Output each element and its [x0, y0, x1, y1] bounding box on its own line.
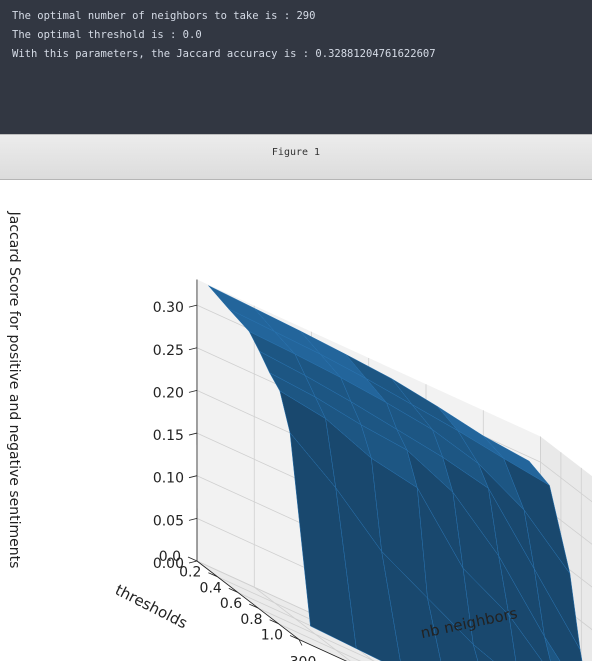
z-tick-label: 0.10 — [153, 471, 184, 487]
z-tick-mark — [188, 475, 198, 479]
console-line: The optimal number of neighbors to take … — [12, 10, 316, 22]
z-tick-label: 0.20 — [153, 385, 184, 401]
y-tick-mark — [249, 603, 259, 609]
z-axis-label: Jaccard Score for positive and negative … — [6, 211, 22, 569]
surface-patch — [427, 597, 479, 661]
z-tick-mark — [188, 560, 198, 564]
x-tick-mark — [298, 639, 303, 646]
y-tick-label: 0.2 — [179, 565, 201, 581]
z-tick-mark — [188, 390, 198, 393]
y-tick-mark — [228, 588, 238, 593]
z-tick-label: 0.05 — [153, 513, 184, 529]
z-tick-label: 0.00 — [153, 556, 184, 572]
console-output: The optimal number of neighbors to take … — [0, 0, 592, 134]
y-tick-label: 0.8 — [240, 612, 262, 628]
z-tick-mark — [188, 517, 198, 521]
console-line: The optimal threshold is : 0.0 — [12, 29, 202, 41]
console-line: With this parameters, the Jaccard accura… — [12, 48, 436, 60]
y-tick-mark — [289, 635, 300, 640]
figure-window: Figure 1 0.00 0.05 0.10 0.15 0.20 0.25 0.30 0.0… — [0, 134, 592, 661]
x-tick-label: 300 — [290, 655, 317, 661]
surface-patch — [472, 643, 494, 661]
z-tick-mark — [188, 432, 198, 436]
window-title: Figure 1 — [271, 147, 321, 158]
surface-plot: 0.00 0.05 0.10 0.15 0.20 0.25 0.30 0.00.20.40.6… — [6, 211, 592, 661]
z-tick-mark — [188, 304, 198, 308]
y-tick-mark — [269, 619, 279, 625]
z-tick-label: 0.30 — [153, 300, 184, 316]
y-axis-label: thresholds — [112, 581, 190, 633]
y-axis-line — [196, 560, 300, 640]
window-titlebar[interactable]: Figure 1 — [0, 134, 592, 180]
y-tick-mark — [208, 572, 218, 578]
y-tick-label: 0.0 — [159, 549, 181, 565]
y-tick-label: 0.4 — [200, 580, 222, 596]
y-tick-label: 0.6 — [220, 596, 242, 612]
surface-patch — [508, 614, 543, 661]
y-tick-label: 1.0 — [261, 628, 283, 644]
z-tick-mark — [188, 347, 198, 351]
z-tick-label: 0.25 — [153, 343, 184, 359]
y-tick-mark — [187, 556, 198, 562]
surface-patch — [381, 550, 442, 661]
y-grid-line — [258, 607, 375, 661]
z-tick-label: 0.15 — [153, 428, 184, 444]
